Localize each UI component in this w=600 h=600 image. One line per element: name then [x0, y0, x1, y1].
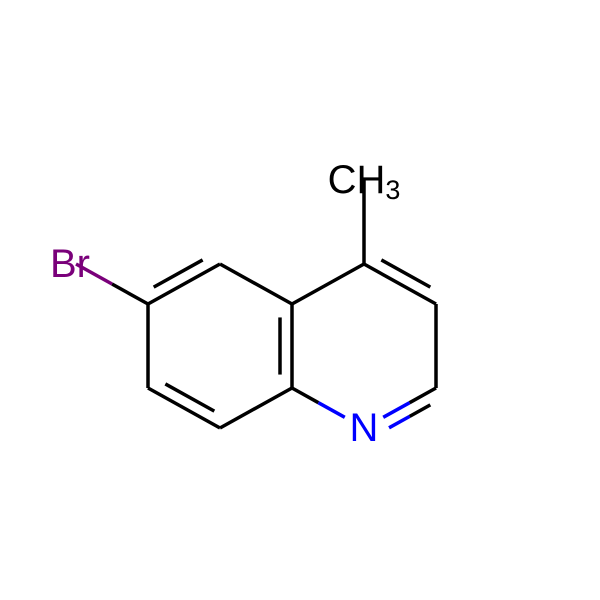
atom-label-n: N — [350, 406, 379, 450]
atom-label-br: Br — [50, 242, 90, 286]
chemical-structure-diagram: NCH3Br — [0, 0, 600, 600]
